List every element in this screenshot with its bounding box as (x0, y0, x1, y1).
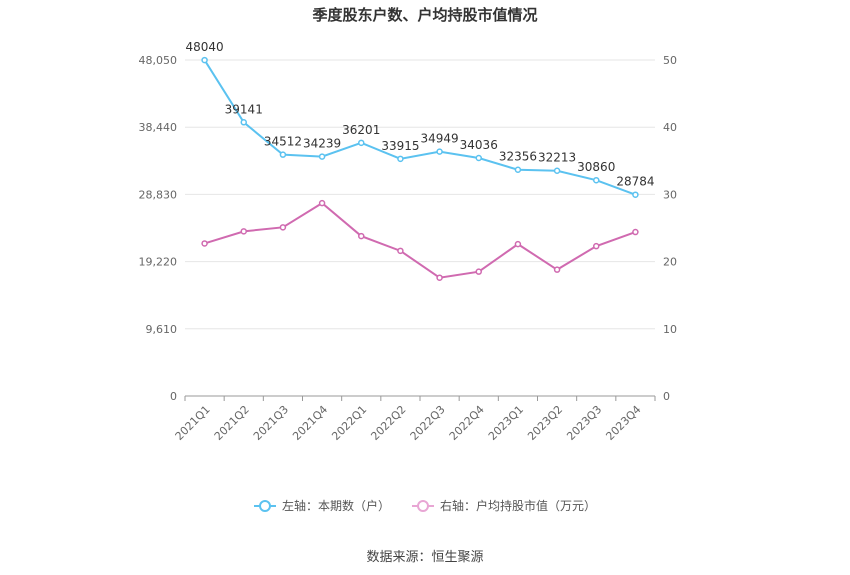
x-axis-tick-label: 2021Q1 (173, 403, 213, 443)
series-2-point (240, 228, 247, 235)
series-2-point (553, 266, 561, 273)
legend-line-circle-icon (412, 499, 434, 512)
data-label: 32213 (538, 151, 576, 165)
series-2-point (358, 232, 365, 240)
data-label: 34239 (303, 137, 341, 151)
right-axis-tick-label: 50 (663, 54, 677, 67)
left-axis-tick-label: 48,050 (139, 54, 178, 67)
series-2-point (318, 199, 326, 207)
series-2-point (632, 228, 639, 236)
series-1-point (514, 166, 522, 173)
series-1-point (553, 167, 561, 174)
series-1-point (632, 191, 639, 198)
data-label: 30860 (577, 160, 615, 174)
series-1-point (240, 119, 247, 126)
legend-label-households: 左轴：本期数（户） (281, 499, 390, 513)
series-1-point (475, 154, 482, 162)
x-axis-tick-label: 2023Q1 (486, 403, 526, 443)
x-axis-tick-label: 2023Q3 (564, 403, 604, 443)
data-label: 34036 (460, 138, 498, 152)
left-axis-tick-label: 38,440 (139, 121, 178, 134)
right-axis-tick-label: 40 (663, 121, 677, 134)
legend-item-households[interactable]: 左轴：本期数（户） (253, 497, 390, 514)
chart-svg: 0 0 9,610 10 19,220 20 28,830 30 38,440 40 48,050 5… (139, 40, 678, 443)
data-label: 34949 (420, 132, 458, 146)
series-2-point (201, 240, 208, 247)
right-axis-tick-label: 10 (663, 323, 677, 336)
series-line-1 (203, 59, 636, 196)
x-axis-tick-label: 2022Q4 (447, 403, 487, 443)
legend-item-avg-value[interactable]: 右轴：户均持股市值（万元） (412, 497, 596, 514)
series-2-point (397, 247, 404, 255)
legend: 左轴：本期数（户） 右轴：户均持股市值（万元） (0, 497, 850, 514)
data-label: 28784 (616, 175, 654, 189)
series-1-point (358, 139, 365, 147)
data-label: 34512 (264, 135, 302, 149)
x-axis-tick-label: 2023Q2 (525, 403, 565, 443)
right-axis-tick-label: 20 (663, 256, 677, 269)
data-source: 数据来源：恒生聚源 (366, 550, 484, 565)
data-label: 39141 (225, 102, 263, 116)
data-label: 36201 (342, 123, 380, 137)
series-2-point (279, 224, 287, 231)
series-2-point (514, 240, 522, 248)
right-axis-tick-label: 30 (663, 188, 677, 201)
data-label: 48040 (185, 40, 223, 54)
x-axis-tick-label: 2021Q3 (251, 403, 291, 443)
series-2-point (436, 274, 443, 281)
series-1-point (318, 153, 326, 160)
left-axis-tick-label: 19,220 (139, 256, 178, 269)
data-label: 33915 (381, 139, 419, 153)
series-1-point (201, 56, 208, 64)
series-1-point (593, 176, 600, 184)
series-1-point (397, 155, 404, 163)
series-1-point (279, 151, 287, 158)
legend-line-circle-icon (253, 499, 276, 512)
series-2-point (475, 268, 482, 275)
legend-label-avg-value: 右轴：户均持股市值（万元） (440, 499, 597, 513)
chart-title: 季度股东户数、户均持股市值情况 (312, 6, 538, 24)
x-axis-tick-label: 2021Q2 (212, 403, 252, 443)
series-line-2 (204, 201, 636, 279)
x-axis-tick-label: 2022Q1 (329, 403, 369, 443)
left-axis-tick-label: 9,610 (146, 323, 178, 336)
x-axis-tick-label: 2021Q4 (290, 403, 330, 443)
x-axis-tick-label: 2022Q2 (368, 403, 408, 443)
series-1-point (436, 148, 443, 155)
x-axis-tick-label: 2022Q3 (408, 403, 448, 443)
data-label: 32356 (499, 150, 537, 164)
left-axis-tick-label: 28,830 (139, 188, 178, 201)
right-axis-tick-label: 0 (663, 390, 670, 403)
series-2-point (593, 242, 600, 250)
x-axis-tick-label: 2023Q4 (603, 403, 643, 443)
left-axis-tick-label: 0 (170, 390, 177, 403)
